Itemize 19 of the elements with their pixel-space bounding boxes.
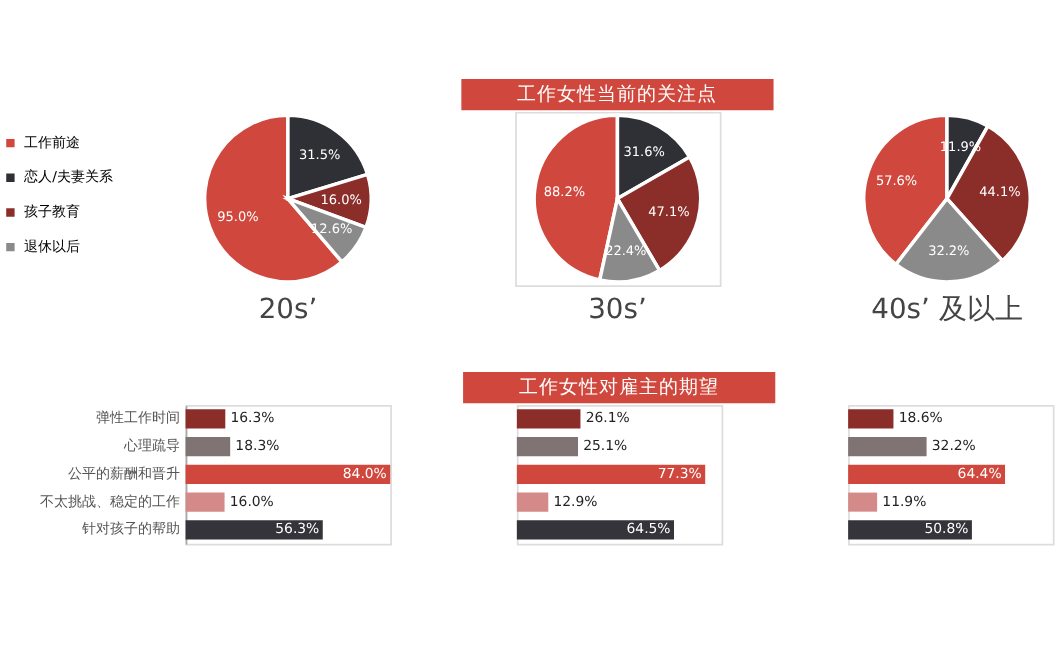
chart-title: 工作女性当前的关注点 [517, 81, 718, 106]
bar [516, 520, 675, 540]
chart-title: 工作女性对雇主的期望 [519, 374, 720, 399]
bar [516, 464, 706, 484]
bar [848, 409, 894, 429]
bar [848, 464, 1006, 484]
bar [185, 409, 226, 429]
bar [185, 464, 391, 484]
text: 40s’ 及以上 [871, 294, 1023, 327]
bar [516, 437, 579, 457]
bar [516, 492, 549, 512]
bar [848, 437, 927, 457]
bar [185, 492, 225, 512]
bar [185, 437, 231, 457]
bar [516, 409, 581, 429]
bar [185, 520, 323, 540]
text: 20s’ [258, 294, 318, 327]
text: 30s’ [588, 294, 647, 327]
bar [848, 492, 878, 512]
